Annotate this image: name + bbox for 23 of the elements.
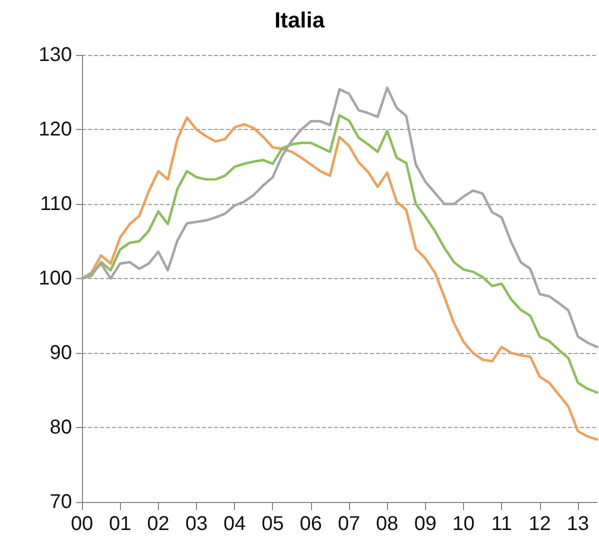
x-tick-label: 06 bbox=[300, 513, 322, 535]
y-tick-label: 80 bbox=[50, 416, 72, 438]
x-tick-label: 12 bbox=[528, 513, 551, 535]
y-tick-label: 100 bbox=[38, 268, 72, 290]
x-tick-label: 11 bbox=[491, 513, 512, 535]
x-tick-label: 00 bbox=[70, 513, 94, 535]
x-tick-label: 10 bbox=[452, 513, 475, 535]
x-tick-label: 01 bbox=[109, 513, 132, 535]
x-tick-label: 13 bbox=[566, 513, 590, 535]
x-tick-label: 02 bbox=[147, 513, 170, 535]
x-tick-label: 07 bbox=[338, 513, 360, 535]
line-series bbox=[80, 86, 598, 348]
x-tick-label: 08 bbox=[376, 513, 398, 535]
y-tick-label: 110 bbox=[40, 193, 72, 215]
x-tick-label: 09 bbox=[414, 513, 436, 535]
x-tick-label: 04 bbox=[223, 513, 246, 535]
y-tick-label: 90 bbox=[50, 342, 72, 364]
x-tick-label: 03 bbox=[185, 513, 208, 535]
y-tick-label: 120 bbox=[38, 118, 72, 140]
y-tick-label: 130 bbox=[38, 44, 72, 66]
x-tick-label: 05 bbox=[262, 513, 284, 535]
y-tick-label: 70 bbox=[50, 491, 72, 513]
chart-title: Italia bbox=[274, 8, 326, 32]
